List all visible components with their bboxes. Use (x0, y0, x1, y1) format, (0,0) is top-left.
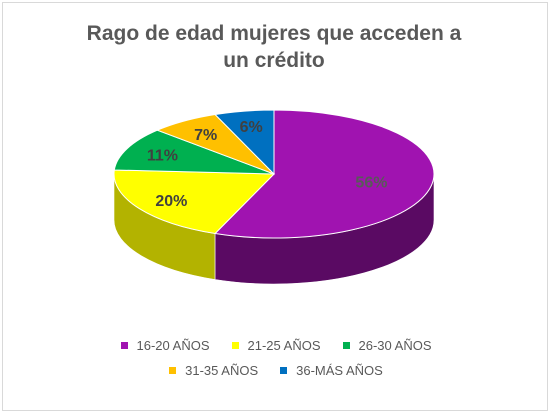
chart-legend: 16-20 AÑOS 21-25 AÑOS 26-30 AÑOS 31-35 A… (0, 338, 552, 388)
legend-item-31-35: 31-35 AÑOS (169, 363, 258, 378)
legend-label: 31-35 AÑOS (185, 363, 259, 378)
chart-title-line-2: un crédito (223, 49, 325, 72)
legend-swatch (231, 342, 239, 349)
legend-label: 26-30 AÑOS (358, 338, 432, 353)
legend-swatch (280, 367, 288, 374)
legend-row-1: 16-20 AÑOS 21-25 AÑOS 26-30 AÑOS (0, 338, 552, 353)
legend-swatch (169, 367, 177, 374)
pie-data-label: 11% (147, 148, 178, 165)
legend-swatch (342, 342, 350, 349)
legend-item-21-25: 21-25 AÑOS (231, 338, 321, 353)
chart-title-line-1: Rago de edad mujeres que acceden a (86, 22, 462, 45)
legend-label: 16-20 AÑOS (136, 338, 210, 353)
pie-data-label: 7% (194, 127, 217, 144)
chart-title: Rago de edad mujeres que acceden a un cr… (0, 20, 548, 74)
pie-data-label: 20% (155, 193, 187, 210)
legend-item-26-30: 26-30 AÑOS (342, 338, 432, 353)
pie-slice (214, 109, 435, 239)
legend-label: 36-MÁS AÑOS (296, 363, 383, 378)
legend-item-16-20: 16-20 AÑOS (120, 338, 210, 353)
pie-slice (113, 129, 275, 175)
legend-swatch (120, 342, 128, 349)
legend-label: 21-25 AÑOS (247, 338, 321, 353)
pie-slice (113, 169, 276, 235)
legend-item-36-mas: 36-MÁS AÑOS (280, 363, 383, 378)
legend-row-2: 31-35 AÑOS 36-MÁS AÑOS (0, 363, 552, 378)
pie-data-label: 56% (355, 174, 387, 191)
pie-slice (214, 109, 275, 176)
pie-data-label: 6% (240, 119, 263, 136)
